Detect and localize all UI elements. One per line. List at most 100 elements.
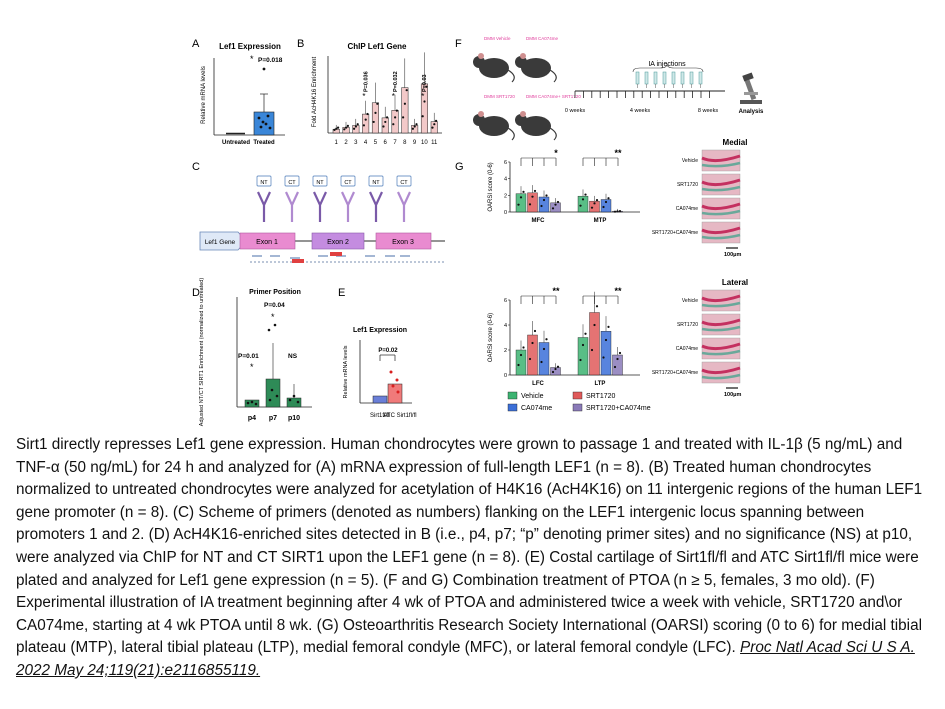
chart-medial: OARSI score (0-6) 0 2 4 6 MFC * MTP ** [488, 148, 640, 224]
panel-b: B ChIP Lef1 Gene Fold AcH4K16 Enrichment… [297, 38, 442, 146]
antibody-icons: NT CT NT CT NT CT [256, 175, 412, 222]
histology-row-label: SRT1720 [677, 182, 698, 188]
histology-row-label: SRT1720+CA074me [652, 230, 698, 236]
citation-link[interactable]: Proc Natl Acad Sci U S A. 2022 May 24;11… [16, 639, 915, 679]
panel-e-pvalue: P=0.02 [378, 348, 398, 354]
bar-site-5 [371, 102, 379, 134]
chart-bar [600, 331, 612, 376]
syringe-icon [635, 71, 640, 85]
syringe-icon [662, 71, 667, 85]
mouse-label: DMM CA074me [526, 36, 559, 41]
antibody-icon [257, 191, 271, 222]
panel-d-cat-1: p7 [269, 415, 277, 422]
panel-a-title: Lef1 Expression [219, 42, 281, 51]
chart-sig-star: * [554, 148, 558, 158]
panel-d-letter: D [192, 287, 200, 299]
bar-p4 [244, 399, 260, 408]
chart-bar [515, 349, 527, 376]
legend: Vehicle SRT1720 CA074me SRT1720+CA074me [507, 391, 651, 412]
histology-row-label: SRT1720 [677, 322, 698, 328]
figure-caption: Sirt1 directly represses Lef1 gene expre… [16, 434, 934, 683]
chart-sig-star: ** [614, 148, 622, 158]
panel-b-pvalues: P=0.036*P=0.032*P=0.03* [362, 71, 428, 101]
panel-d-ns: NS [288, 353, 298, 360]
panel-b-xtick: 10 [421, 140, 428, 146]
chart-group-label: LTP [595, 381, 606, 387]
chart-ytick: 6 [504, 160, 507, 166]
primer-marks [250, 255, 445, 263]
chart-ytick: 2 [504, 193, 507, 199]
legend-label: CA074me [521, 405, 552, 412]
panel-c: C Lef1 Gene Exon 1 Exon 2 Exon 3 NT CT NT C… [192, 161, 445, 263]
panel-b-pvalue: P=0.03 [422, 74, 428, 92]
panel-b-ylabel: Fold AcH4K16 Enrichment [312, 56, 318, 127]
histology-row-label: CA074me [676, 206, 698, 212]
chart-sig-star: ** [614, 286, 622, 296]
chart-bar [538, 342, 550, 376]
panel-d-star-p4: * [250, 362, 254, 372]
panel-g: G OARSI score (0-6) 0 2 4 6 MFC * MTP ** OARSI s… [455, 138, 748, 412]
figure-panels: A Lef1 Expression Relative mRNA levels *… [192, 36, 764, 427]
bar-treated [253, 111, 275, 136]
panel-b-xtick: 11 [431, 140, 438, 146]
mouse-icon [479, 58, 509, 78]
panel-e-letter: E [338, 287, 345, 299]
panel-b-star: * [362, 92, 365, 101]
panel-b-xtick: 8 [403, 140, 407, 146]
mouse-icon [479, 116, 509, 136]
exon-2-label: Exon 2 [327, 239, 349, 246]
panel-d-cat-0: p4 [248, 415, 256, 422]
antibody-icon [313, 191, 327, 222]
panel-c-letter: C [192, 161, 200, 173]
chart-ytick: 6 [504, 298, 507, 304]
bar-atc-sirt1 [387, 383, 403, 404]
legend-swatch [507, 391, 518, 400]
syringe-icon [653, 71, 658, 85]
scale-bar-label: 100μm [724, 252, 742, 258]
gene-label: Lef1 Gene [205, 239, 236, 246]
chart-sig-star: ** [552, 286, 560, 296]
chart-lateral: OARSI score (0-6) 0 2 4 6 LFC ** LTP ** [488, 286, 640, 387]
panel-b-star: * [421, 92, 424, 101]
time-4: 4 weeks [630, 108, 650, 114]
chart-bar [577, 337, 589, 376]
panel-e-cat-1: ATC Sirt1fl/fl [383, 413, 416, 419]
bar-site-8 [401, 87, 409, 134]
histology-row-label: Vehicle [682, 158, 698, 164]
chart-group-label: MTP [594, 218, 607, 224]
syringe-icon [698, 71, 703, 85]
bar-sirt1 [372, 395, 388, 404]
antibody-label: NT [372, 180, 380, 186]
panel-b-xtick: 2 [344, 140, 348, 146]
chart-ytick: 0 [504, 210, 507, 216]
microscope-icon [740, 72, 762, 104]
panel-d-p-p7: P=0.04 [264, 302, 285, 309]
syringe-icon [689, 71, 694, 85]
chart-ytick: 4 [504, 177, 507, 183]
histology-row-label: SRT1720+CA074me [652, 370, 698, 376]
panel-b-xtick: 9 [413, 140, 417, 146]
histology-row-label: Vehicle [682, 298, 698, 304]
panel-d-star-p7: * [271, 312, 275, 322]
antibody-label: CT [400, 180, 408, 186]
bar-site-7 [391, 110, 399, 134]
legend-swatch [507, 403, 518, 412]
mouse-label: DMM Vehicle [484, 36, 511, 41]
chart-group-label: LFC [532, 381, 544, 387]
histology-row-label: CA074me [676, 346, 698, 352]
panel-a: A Lef1 Expression Relative mRNA levels *… [192, 38, 285, 146]
panel-d-title: Primer Position [249, 289, 301, 296]
panel-b-xtick: 4 [364, 140, 368, 146]
panel-b-letter: B [297, 38, 304, 50]
mice-icons: DMM Vehicle DMM CA074me DMM SRT1720 DMM CA0… [473, 36, 581, 141]
time-0: 0 weeks [565, 108, 585, 114]
antibody-icon [341, 191, 355, 222]
antibody-icon [397, 191, 411, 222]
caption-text: Sirt1 directly represses Lef1 gene expre… [16, 436, 923, 657]
panel-a-points [257, 67, 272, 130]
panel-e-title: Lef1 Expression [353, 327, 407, 334]
panel-d-ylabel: Adjusted NT/CT SIRT1 Enrichment (normali… [199, 278, 205, 427]
mouse-label: DMM SRT1720 [484, 94, 515, 99]
panel-e: E Lef1 Expression Relative mRNA levels P… [338, 287, 417, 419]
panel-b-pvalue: P=0.036 [363, 71, 369, 92]
